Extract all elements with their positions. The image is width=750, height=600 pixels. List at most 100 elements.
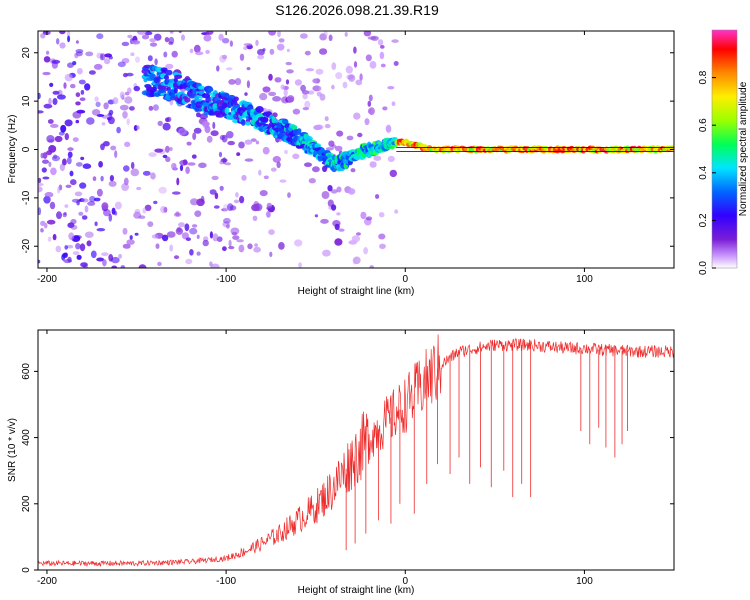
heat-cell — [76, 254, 82, 260]
heat-cell — [111, 256, 120, 264]
heat-cell — [76, 109, 86, 114]
heat-cell — [213, 205, 220, 209]
heat-cell — [391, 101, 396, 106]
heat-cell — [201, 121, 210, 127]
ridge-cell — [297, 128, 302, 134]
heat-cell — [144, 31, 153, 36]
heat-cell — [274, 77, 282, 83]
heat-cell — [112, 97, 119, 105]
heat-cell — [219, 160, 225, 165]
heat-cell — [369, 161, 377, 168]
heat-cell — [238, 244, 245, 253]
heat-cell — [378, 212, 385, 218]
heat-cell — [114, 201, 122, 210]
ridge-cell — [165, 69, 173, 76]
ridge-cell — [173, 87, 178, 94]
heat-cell — [356, 232, 361, 236]
heat-cell — [312, 85, 322, 92]
heat-cell — [308, 178, 316, 184]
heat-cell — [40, 220, 46, 226]
heat-cell — [87, 201, 96, 206]
ridge-cell — [273, 118, 279, 123]
heat-cell — [353, 46, 357, 54]
heat-cell — [189, 48, 194, 54]
heat-cell — [359, 73, 363, 81]
heat-cell — [49, 82, 54, 87]
heat-cell — [379, 243, 386, 249]
heat-cell — [43, 195, 51, 204]
spectrogram-x-tick-label: -100 — [216, 274, 236, 285]
heat-cell — [314, 214, 319, 218]
heat-cell — [235, 192, 239, 198]
heat-cell — [239, 53, 245, 61]
ridge-cell — [240, 119, 246, 126]
heat-cell — [294, 79, 302, 86]
heat-cell — [334, 238, 343, 246]
heat-cell — [74, 52, 79, 59]
heat-cell — [75, 243, 81, 250]
heat-cell — [38, 182, 44, 187]
heat-cell — [62, 158, 67, 166]
heat-cell — [324, 123, 331, 129]
heat-cell — [93, 197, 101, 202]
heat-cell — [292, 153, 300, 160]
heat-cell — [193, 127, 202, 134]
heat-cell — [178, 222, 185, 228]
heat-cell — [185, 166, 190, 174]
ridge-cell — [203, 102, 209, 108]
colorbar: 0.0 0.2 0.4 0.6 0.8 Normalized spectral ampl… — [698, 29, 749, 275]
ridge-cell — [197, 85, 205, 90]
heat-cell — [196, 251, 201, 256]
heat-cell — [353, 112, 361, 120]
heat-cell — [228, 246, 235, 250]
heat-cell — [161, 234, 169, 242]
heat-cell — [142, 170, 151, 176]
heat-cell — [157, 120, 163, 127]
heat-cell — [391, 39, 399, 43]
snr-y-tick-label: 600 — [21, 363, 32, 380]
tail-cell — [322, 165, 328, 172]
heat-cell — [187, 162, 196, 166]
heat-cell — [122, 111, 128, 119]
tail-cell — [327, 185, 333, 192]
heat-cell — [42, 176, 50, 180]
spectrogram-y-tick-label: 0 — [21, 146, 32, 152]
heat-cell — [269, 48, 275, 55]
snr-frame — [37, 329, 675, 571]
heat-cell — [189, 227, 198, 235]
heat-cell — [81, 198, 89, 203]
heat-cell — [278, 38, 285, 43]
heat-cell — [365, 54, 372, 62]
heat-cell — [192, 132, 197, 140]
heat-cell — [123, 177, 129, 186]
heat-cell — [191, 224, 198, 228]
heat-cell — [227, 140, 235, 146]
colorbar-label: Normalized spectral amplitude — [738, 81, 749, 216]
heat-cell — [233, 199, 240, 204]
heat-cell — [178, 31, 182, 34]
heat-cell — [56, 94, 66, 100]
heat-cell — [148, 105, 154, 111]
heat-cell — [111, 207, 116, 215]
heat-cell — [298, 262, 302, 268]
heat-cell — [124, 141, 131, 147]
heat-cell — [348, 240, 358, 245]
heat-cell — [64, 204, 69, 208]
heat-cell — [175, 211, 180, 217]
heat-cell — [262, 86, 271, 93]
heat-cell — [301, 90, 310, 95]
spectrogram-y-tick-label: -20 — [21, 239, 32, 254]
spectrogram-y-tick-label: -10 — [21, 190, 32, 205]
heat-cell — [160, 206, 167, 214]
heat-cell — [360, 211, 367, 220]
heat-cell — [124, 91, 130, 96]
ridge-cell — [245, 121, 251, 126]
heat-cell — [79, 243, 86, 252]
heat-cell — [250, 138, 257, 142]
heat-cell — [195, 51, 204, 56]
heat-cell — [110, 145, 117, 151]
heat-cell — [138, 215, 146, 219]
heat-cell — [101, 202, 109, 210]
colorbar-tick-label: 0.4 — [698, 165, 709, 179]
